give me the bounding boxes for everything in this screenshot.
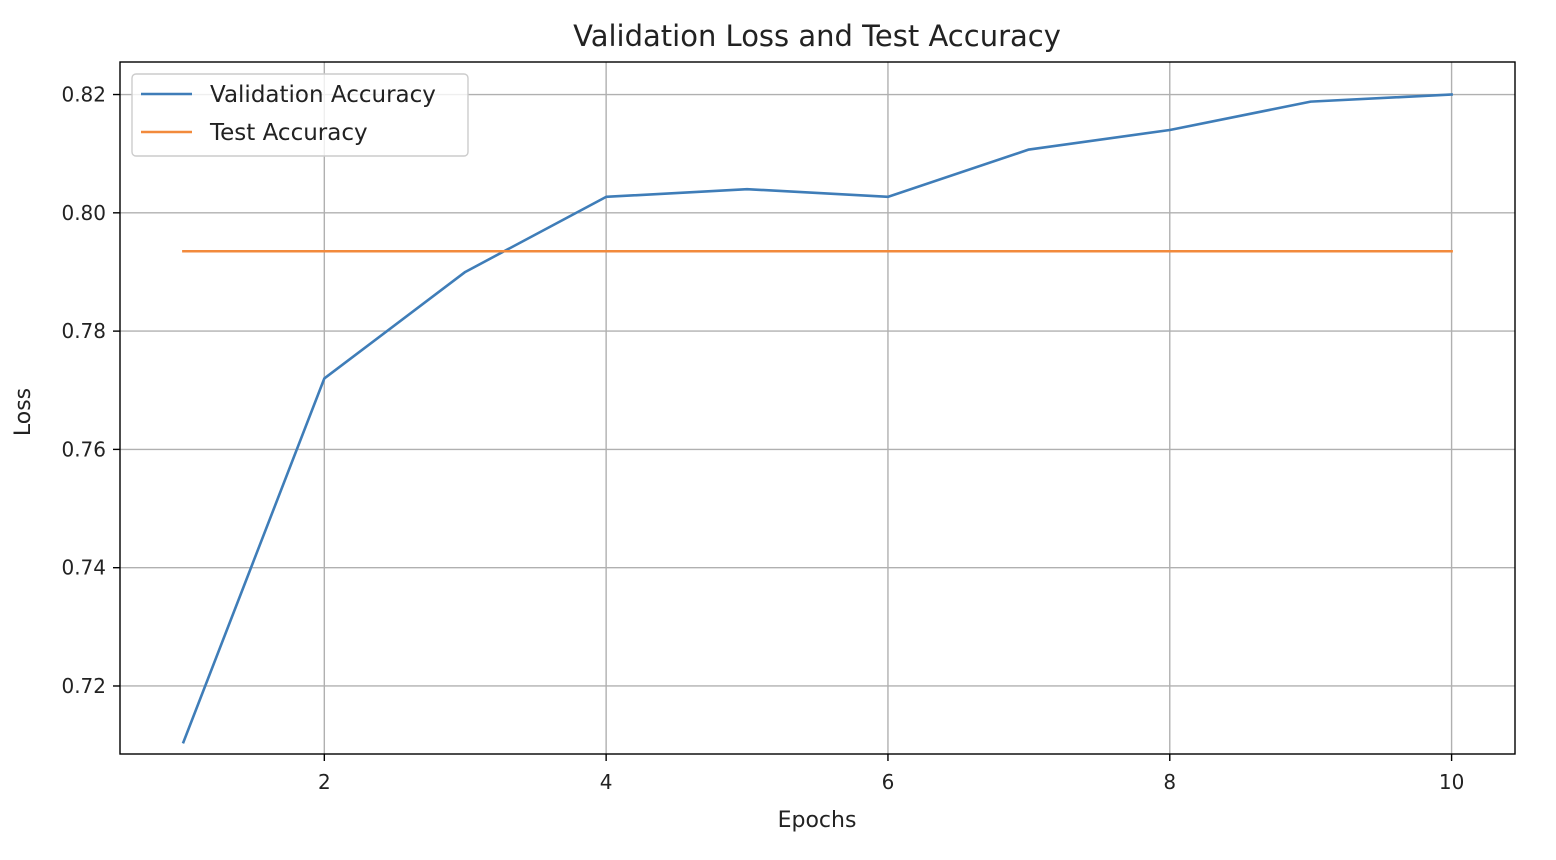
y-tick-label: 0.76 [61, 437, 106, 461]
legend-label-test-accuracy: Test Accuracy [209, 120, 368, 146]
y-tick-label: 0.82 [61, 83, 106, 107]
x-axis-label: Epochs [778, 808, 857, 833]
y-tick-label: 0.74 [61, 556, 106, 580]
y-tick-label: 0.78 [61, 319, 106, 343]
series-line-validation-accuracy [181, 93, 1453, 744]
axis-ticks: 2 4 6 8 10 0.72 0.74 0.76 0.78 0.80 0.82 [61, 83, 1464, 794]
series-lines [181, 93, 1453, 744]
legend: Validation Accuracy Test Accuracy [131, 73, 469, 157]
y-tick-label: 0.80 [61, 201, 106, 225]
y-axis-label: Loss [11, 388, 36, 436]
grid-lines [120, 62, 1515, 754]
x-tick-label: 4 [600, 770, 613, 794]
chart-title: Validation Loss and Test Accuracy [573, 19, 1061, 53]
legend-box [131, 73, 469, 157]
y-tick-label: 0.72 [61, 674, 106, 698]
x-tick-label: 8 [1163, 770, 1176, 794]
x-tick-label: 6 [882, 770, 895, 794]
legend-label-validation-accuracy: Validation Accuracy [210, 82, 436, 108]
x-tick-label: 10 [1439, 770, 1464, 794]
x-tick-label: 2 [318, 770, 331, 794]
plot-area-frame [119, 61, 1516, 755]
